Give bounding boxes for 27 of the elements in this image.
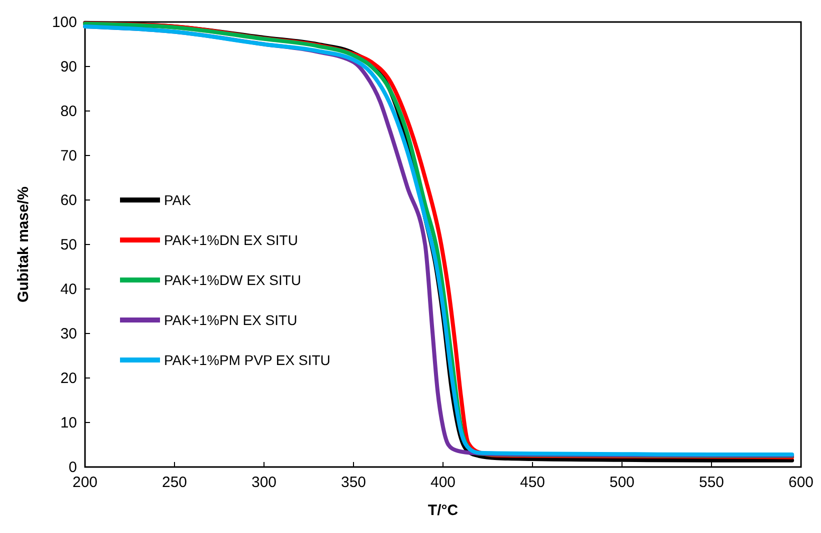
y-tick-label: 50 <box>60 236 77 254</box>
legend-label: PAK+1%DN EX SITU <box>164 232 298 248</box>
x-tick-label: 450 <box>520 474 546 491</box>
x-tick-label: 250 <box>162 474 188 491</box>
y-tick-label: 100 <box>52 14 77 31</box>
x-tick-label: 500 <box>609 474 635 491</box>
y-tick-label: 30 <box>60 326 77 342</box>
y-tick-label: 90 <box>60 58 77 76</box>
legend-label: PAK <box>164 192 192 208</box>
y-tick-label: 10 <box>60 414 77 432</box>
legend-label: PAK+1%DW EX SITU <box>164 272 302 288</box>
y-tick-label: 80 <box>60 103 77 120</box>
y-tick-label: 0 <box>68 459 77 476</box>
y-tick-label: 70 <box>60 148 77 164</box>
legend-label: PAK+1%PN EX SITU <box>164 312 298 328</box>
y-tick-label: 60 <box>60 192 77 209</box>
x-axis-title: T/°C <box>428 502 458 519</box>
y-tick-label: 20 <box>60 370 77 387</box>
x-tick-label: 350 <box>340 474 366 491</box>
x-tick-label: 300 <box>251 474 277 491</box>
y-axis-title: Gubitak mase/% <box>15 186 32 302</box>
legend-label: PAK+1%PM PVP EX SITU <box>164 352 330 368</box>
y-tick-label: 40 <box>60 281 77 298</box>
x-tick-label: 400 <box>430 474 456 491</box>
x-tick-label: 550 <box>698 474 724 491</box>
x-tick-label: 200 <box>72 474 98 491</box>
x-tick-label: 600 <box>788 474 814 491</box>
